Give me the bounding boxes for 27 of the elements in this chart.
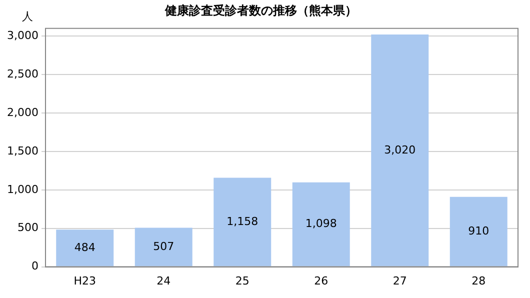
y-tick-label: 2,000	[6, 106, 38, 119]
data-label: 3,020	[384, 143, 416, 156]
y-axis-title: 人	[22, 10, 33, 23]
x-tick-label: 26	[314, 274, 328, 288]
x-tick-label: H23	[74, 274, 96, 288]
chart-title: 健康診査受診者数の推移（熊本県）	[164, 3, 357, 18]
bar	[214, 178, 272, 266]
x-tick-label: 27	[392, 274, 407, 288]
y-tick-label: 500	[17, 221, 38, 234]
bar	[292, 182, 350, 266]
data-label: 484	[74, 240, 96, 254]
y-tick-label: 2,500	[6, 67, 38, 80]
bar	[371, 34, 429, 266]
bar	[56, 230, 114, 266]
y-tick-label: 1,500	[6, 144, 38, 158]
x-tick-label: 24	[156, 274, 171, 288]
y-tick-label: 0	[31, 260, 38, 273]
y-tick-label: 1,000	[6, 182, 38, 196]
bar	[450, 196, 508, 266]
data-label: 910	[468, 224, 490, 238]
x-tick-label: 25	[235, 274, 250, 288]
data-label: 507	[153, 240, 174, 253]
y-tick-label: 3,000	[6, 28, 38, 42]
x-tick-label: 28	[472, 274, 486, 288]
data-label: 1,098	[305, 217, 337, 230]
bar	[134, 228, 192, 266]
data-label: 1,158	[226, 214, 258, 228]
